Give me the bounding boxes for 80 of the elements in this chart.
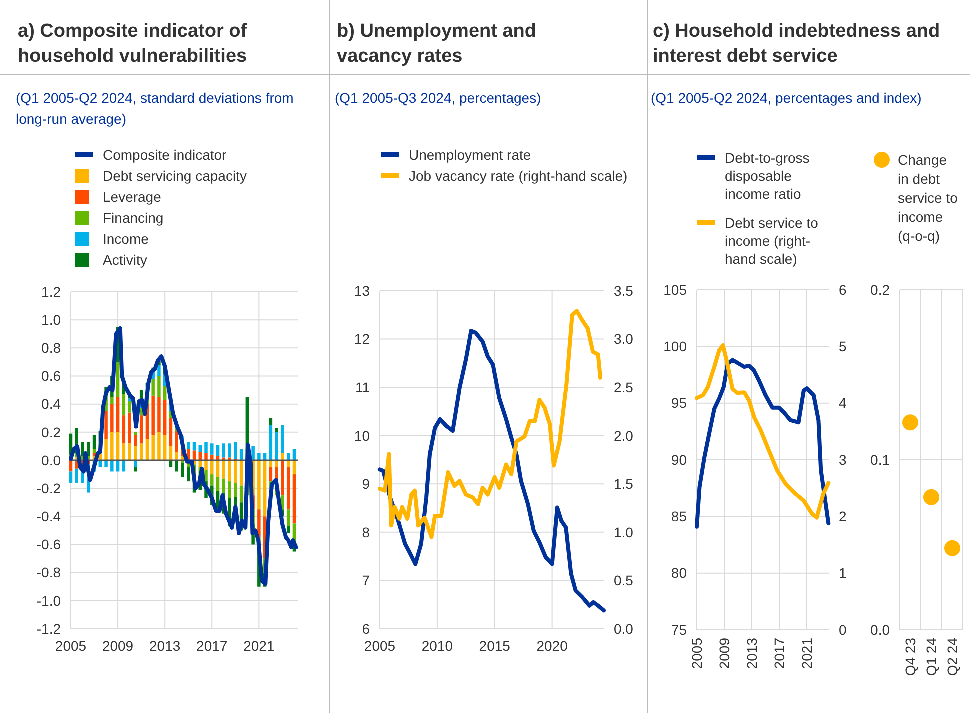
y-tick-label: 85 — [671, 508, 688, 525]
legend-label: Debt servicing capacity — [103, 168, 247, 184]
y-tick-label: 95 — [671, 395, 688, 412]
y-tick-label: 8 — [362, 524, 370, 540]
chart-subtitle: (Q1 2005-Q3 2024, percentages) — [335, 90, 542, 106]
y2-tick-label: 1.5 — [614, 476, 634, 492]
x-tick-label: Q4 23 — [902, 638, 918, 676]
y-tick-label: -0.4 — [36, 508, 62, 525]
legend-label: Debt-to-gross disposable income ratio — [725, 150, 810, 202]
y-tick-label: 1.2 — [42, 284, 62, 300]
y-tick-label: 0.8 — [42, 340, 62, 356]
y2-tick-label: 1.0 — [614, 524, 634, 540]
y-tick-label: 0.6 — [42, 368, 62, 384]
y2-tick-label: 4 — [839, 395, 847, 412]
legend-label: Composite indicator — [103, 147, 228, 163]
x-tick-label: 2009 — [102, 638, 134, 654]
x-tick-label: 2020 — [536, 638, 568, 654]
legend-label: Activity — [103, 252, 148, 268]
y-tick-label: 11 — [355, 379, 370, 396]
x-tick-label: Q1 24 — [923, 638, 940, 676]
y2-tick-label: 6 — [839, 282, 847, 298]
x-tick-label: 2005 — [55, 638, 87, 654]
y2-tick-label: 2.0 — [614, 428, 634, 444]
y2-tick-label: 3.5 — [614, 282, 634, 299]
y-tick-label: 12 — [354, 331, 370, 348]
legend-label: Change in debt service to income (q-o-q) — [898, 152, 958, 244]
y-tick-label: 6 — [362, 620, 370, 637]
y-tick-label: 13 — [354, 282, 370, 299]
y-tick-label: -0.6 — [36, 536, 62, 553]
y2-tick-label: 0.0 — [614, 620, 634, 637]
y-tick-label: 105 — [664, 282, 688, 298]
chart-subtitle: (Q1 2005-Q2 2024, standard deviations from long-run average) — [16, 90, 294, 127]
chart-subtitle: (Q1 2005-Q2 2024, percentages and index) — [651, 90, 922, 106]
y2-tick-label: 5 — [839, 338, 847, 355]
y-tick-label: 0.2 — [870, 282, 890, 298]
chart-title: b) Unemployment and vacancy rates — [337, 21, 537, 67]
y-tick-label: 75 — [671, 622, 688, 638]
y2-tick-label: 3.0 — [614, 331, 634, 348]
chart-title: a) Composite indicator of household vulnerabilities — [18, 21, 248, 67]
x-tick-label: 2009 — [716, 638, 732, 670]
y2-tick-label: 2 — [839, 508, 847, 525]
y-tick-label: -0.8 — [36, 564, 62, 581]
y-tick-label: 10 — [354, 428, 370, 444]
legend-label: Unemployment rate — [409, 147, 532, 163]
y-tick-label: 9 — [362, 476, 370, 492]
y-tick-label: 0.0 — [42, 452, 62, 468]
legend-label: Leverage — [103, 189, 162, 205]
y-tick-label: 0.4 — [42, 396, 62, 412]
y2-tick-label: 0 — [839, 622, 847, 638]
y-tick-label: -0.2 — [36, 480, 62, 496]
x-tick-label: Q2 24 — [944, 638, 960, 676]
y2-tick-label: 2.5 — [614, 379, 634, 396]
x-tick-label: 2005 — [364, 638, 396, 654]
x-tick-label: 2021 — [244, 638, 275, 654]
y2-tick-label: 1 — [839, 565, 847, 582]
x-tick-label: 2005 — [688, 638, 705, 670]
y-tick-label: 80 — [671, 565, 688, 582]
legend-label: Income — [103, 231, 150, 247]
y-tick-label: 0.1 — [870, 452, 890, 468]
legend-label: Financing — [103, 210, 164, 226]
y2-tick-label: 0.5 — [614, 572, 634, 589]
x-tick-label: 2010 — [422, 638, 454, 654]
y-tick-label: 100 — [664, 338, 688, 355]
y2-tick-label: 3 — [839, 452, 847, 468]
x-tick-label: 2017 — [771, 638, 788, 670]
x-tick-label: 2015 — [479, 638, 511, 654]
y-tick-label: 90 — [671, 452, 688, 468]
y-tick-label: -1.0 — [36, 592, 62, 609]
legend-label: Job vacancy rate (right-hand scale) — [409, 168, 628, 184]
y-tick-label: 1.0 — [42, 312, 62, 328]
legend-label: Debt service to income (right-hand scale) — [725, 215, 819, 267]
x-tick-label: 2017 — [196, 638, 228, 654]
y-tick-label: 7 — [362, 572, 370, 589]
x-tick-label: 2021 — [798, 638, 815, 670]
y-tick-label: 0.2 — [42, 424, 62, 440]
x-tick-label: 2013 — [744, 638, 760, 670]
chart-title: c) Household indebtedness and interest debt service — [653, 21, 940, 67]
y-tick-label: -1.2 — [36, 620, 62, 637]
x-tick-label: 2013 — [150, 638, 181, 654]
y-tick-label: 0.0 — [870, 622, 890, 638]
